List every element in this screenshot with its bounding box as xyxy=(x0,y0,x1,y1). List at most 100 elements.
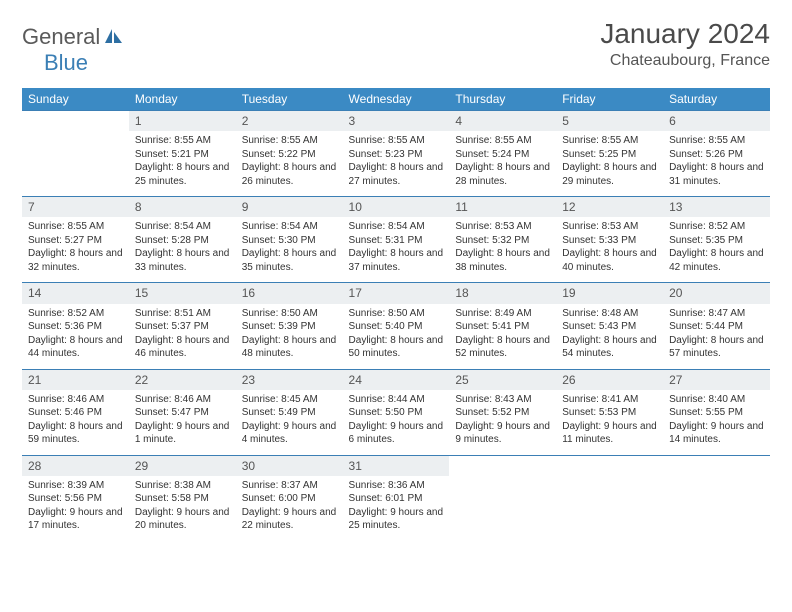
calendar-day-cell: 2Sunrise: 8:55 AMSunset: 5:22 PMDaylight… xyxy=(236,111,343,197)
sunset-text: Sunset: 5:25 PM xyxy=(562,148,657,162)
sunrise-text: Sunrise: 8:48 AM xyxy=(562,307,657,321)
day-number: 9 xyxy=(236,197,343,217)
sunrise-text: Sunrise: 8:38 AM xyxy=(135,479,230,493)
calendar-day-cell: 10Sunrise: 8:54 AMSunset: 5:31 PMDayligh… xyxy=(343,197,450,283)
calendar-day-cell: 22Sunrise: 8:46 AMSunset: 5:47 PMDayligh… xyxy=(129,369,236,455)
sunset-text: Sunset: 5:53 PM xyxy=(562,406,657,420)
weekday-header-row: Sunday Monday Tuesday Wednesday Thursday… xyxy=(22,88,770,111)
weekday-header: Tuesday xyxy=(236,88,343,111)
weekday-header: Monday xyxy=(129,88,236,111)
calendar-day-cell: 25Sunrise: 8:43 AMSunset: 5:52 PMDayligh… xyxy=(449,369,556,455)
logo-text-blue: Blue xyxy=(44,50,88,76)
daylight-text: Daylight: 8 hours and 48 minutes. xyxy=(242,334,337,361)
daylight-text: Daylight: 9 hours and 6 minutes. xyxy=(349,420,444,447)
day-body: Sunrise: 8:49 AMSunset: 5:41 PMDaylight:… xyxy=(449,304,556,369)
day-number: 25 xyxy=(449,370,556,390)
calendar-day-cell: 23Sunrise: 8:45 AMSunset: 5:49 PMDayligh… xyxy=(236,369,343,455)
calendar-day-cell: 7Sunrise: 8:55 AMSunset: 5:27 PMDaylight… xyxy=(22,197,129,283)
sunrise-text: Sunrise: 8:37 AM xyxy=(242,479,337,493)
sunset-text: Sunset: 5:50 PM xyxy=(349,406,444,420)
day-number: 17 xyxy=(343,283,450,303)
sunrise-text: Sunrise: 8:53 AM xyxy=(562,220,657,234)
sunrise-text: Sunrise: 8:36 AM xyxy=(349,479,444,493)
sunrise-text: Sunrise: 8:46 AM xyxy=(28,393,123,407)
day-body: Sunrise: 8:48 AMSunset: 5:43 PMDaylight:… xyxy=(556,304,663,369)
calendar-day-cell: 26Sunrise: 8:41 AMSunset: 5:53 PMDayligh… xyxy=(556,369,663,455)
day-number: 30 xyxy=(236,456,343,476)
day-body xyxy=(663,476,770,532)
day-number xyxy=(663,456,770,476)
sunset-text: Sunset: 5:32 PM xyxy=(455,234,550,248)
calendar-day-cell xyxy=(449,455,556,541)
day-body: Sunrise: 8:55 AMSunset: 5:21 PMDaylight:… xyxy=(129,131,236,196)
day-body: Sunrise: 8:50 AMSunset: 5:40 PMDaylight:… xyxy=(343,304,450,369)
daylight-text: Daylight: 8 hours and 46 minutes. xyxy=(135,334,230,361)
day-number: 19 xyxy=(556,283,663,303)
daylight-text: Daylight: 8 hours and 29 minutes. xyxy=(562,161,657,188)
calendar-day-cell: 18Sunrise: 8:49 AMSunset: 5:41 PMDayligh… xyxy=(449,283,556,369)
sunset-text: Sunset: 5:46 PM xyxy=(28,406,123,420)
daylight-text: Daylight: 8 hours and 52 minutes. xyxy=(455,334,550,361)
calendar-day-cell xyxy=(556,455,663,541)
sunrise-text: Sunrise: 8:41 AM xyxy=(562,393,657,407)
sunset-text: Sunset: 5:49 PM xyxy=(242,406,337,420)
weekday-header: Friday xyxy=(556,88,663,111)
day-number: 20 xyxy=(663,283,770,303)
sunset-text: Sunset: 5:37 PM xyxy=(135,320,230,334)
sunset-text: Sunset: 5:28 PM xyxy=(135,234,230,248)
calendar-day-cell: 4Sunrise: 8:55 AMSunset: 5:24 PMDaylight… xyxy=(449,111,556,197)
day-number: 12 xyxy=(556,197,663,217)
daylight-text: Daylight: 9 hours and 22 minutes. xyxy=(242,506,337,533)
day-number: 23 xyxy=(236,370,343,390)
day-body xyxy=(22,131,129,187)
day-number xyxy=(449,456,556,476)
day-body: Sunrise: 8:39 AMSunset: 5:56 PMDaylight:… xyxy=(22,476,129,541)
sunrise-text: Sunrise: 8:45 AM xyxy=(242,393,337,407)
day-number: 26 xyxy=(556,370,663,390)
day-number: 28 xyxy=(22,456,129,476)
calendar-day-cell: 17Sunrise: 8:50 AMSunset: 5:40 PMDayligh… xyxy=(343,283,450,369)
sunset-text: Sunset: 5:35 PM xyxy=(669,234,764,248)
daylight-text: Daylight: 8 hours and 35 minutes. xyxy=(242,247,337,274)
day-number xyxy=(556,456,663,476)
day-body xyxy=(449,476,556,532)
day-body: Sunrise: 8:36 AMSunset: 6:01 PMDaylight:… xyxy=(343,476,450,541)
calendar-day-cell xyxy=(22,111,129,197)
sunset-text: Sunset: 5:31 PM xyxy=(349,234,444,248)
sunrise-text: Sunrise: 8:55 AM xyxy=(28,220,123,234)
calendar-table: Sunday Monday Tuesday Wednesday Thursday… xyxy=(22,88,770,541)
sunrise-text: Sunrise: 8:54 AM xyxy=(242,220,337,234)
day-body: Sunrise: 8:54 AMSunset: 5:28 PMDaylight:… xyxy=(129,217,236,282)
day-number: 7 xyxy=(22,197,129,217)
calendar-day-cell xyxy=(663,455,770,541)
day-number: 16 xyxy=(236,283,343,303)
day-body: Sunrise: 8:52 AMSunset: 5:36 PMDaylight:… xyxy=(22,304,129,369)
month-title: January 2024 xyxy=(600,18,770,50)
sunrise-text: Sunrise: 8:47 AM xyxy=(669,307,764,321)
sunset-text: Sunset: 5:40 PM xyxy=(349,320,444,334)
sunset-text: Sunset: 5:30 PM xyxy=(242,234,337,248)
day-number: 5 xyxy=(556,111,663,131)
sunrise-text: Sunrise: 8:55 AM xyxy=(562,134,657,148)
day-number: 2 xyxy=(236,111,343,131)
weekday-header: Thursday xyxy=(449,88,556,111)
daylight-text: Daylight: 9 hours and 20 minutes. xyxy=(135,506,230,533)
day-body: Sunrise: 8:51 AMSunset: 5:37 PMDaylight:… xyxy=(129,304,236,369)
day-number: 31 xyxy=(343,456,450,476)
day-number: 8 xyxy=(129,197,236,217)
calendar-day-cell: 16Sunrise: 8:50 AMSunset: 5:39 PMDayligh… xyxy=(236,283,343,369)
day-number: 24 xyxy=(343,370,450,390)
sunrise-text: Sunrise: 8:39 AM xyxy=(28,479,123,493)
sunrise-text: Sunrise: 8:50 AM xyxy=(349,307,444,321)
calendar-day-cell: 30Sunrise: 8:37 AMSunset: 6:00 PMDayligh… xyxy=(236,455,343,541)
weekday-header: Wednesday xyxy=(343,88,450,111)
sunset-text: Sunset: 5:33 PM xyxy=(562,234,657,248)
day-body: Sunrise: 8:47 AMSunset: 5:44 PMDaylight:… xyxy=(663,304,770,369)
sunrise-text: Sunrise: 8:44 AM xyxy=(349,393,444,407)
location: Chateaubourg, France xyxy=(600,52,770,70)
day-body: Sunrise: 8:55 AMSunset: 5:27 PMDaylight:… xyxy=(22,217,129,282)
day-number: 22 xyxy=(129,370,236,390)
day-body: Sunrise: 8:55 AMSunset: 5:25 PMDaylight:… xyxy=(556,131,663,196)
sunset-text: Sunset: 5:41 PM xyxy=(455,320,550,334)
sunrise-text: Sunrise: 8:55 AM xyxy=(242,134,337,148)
